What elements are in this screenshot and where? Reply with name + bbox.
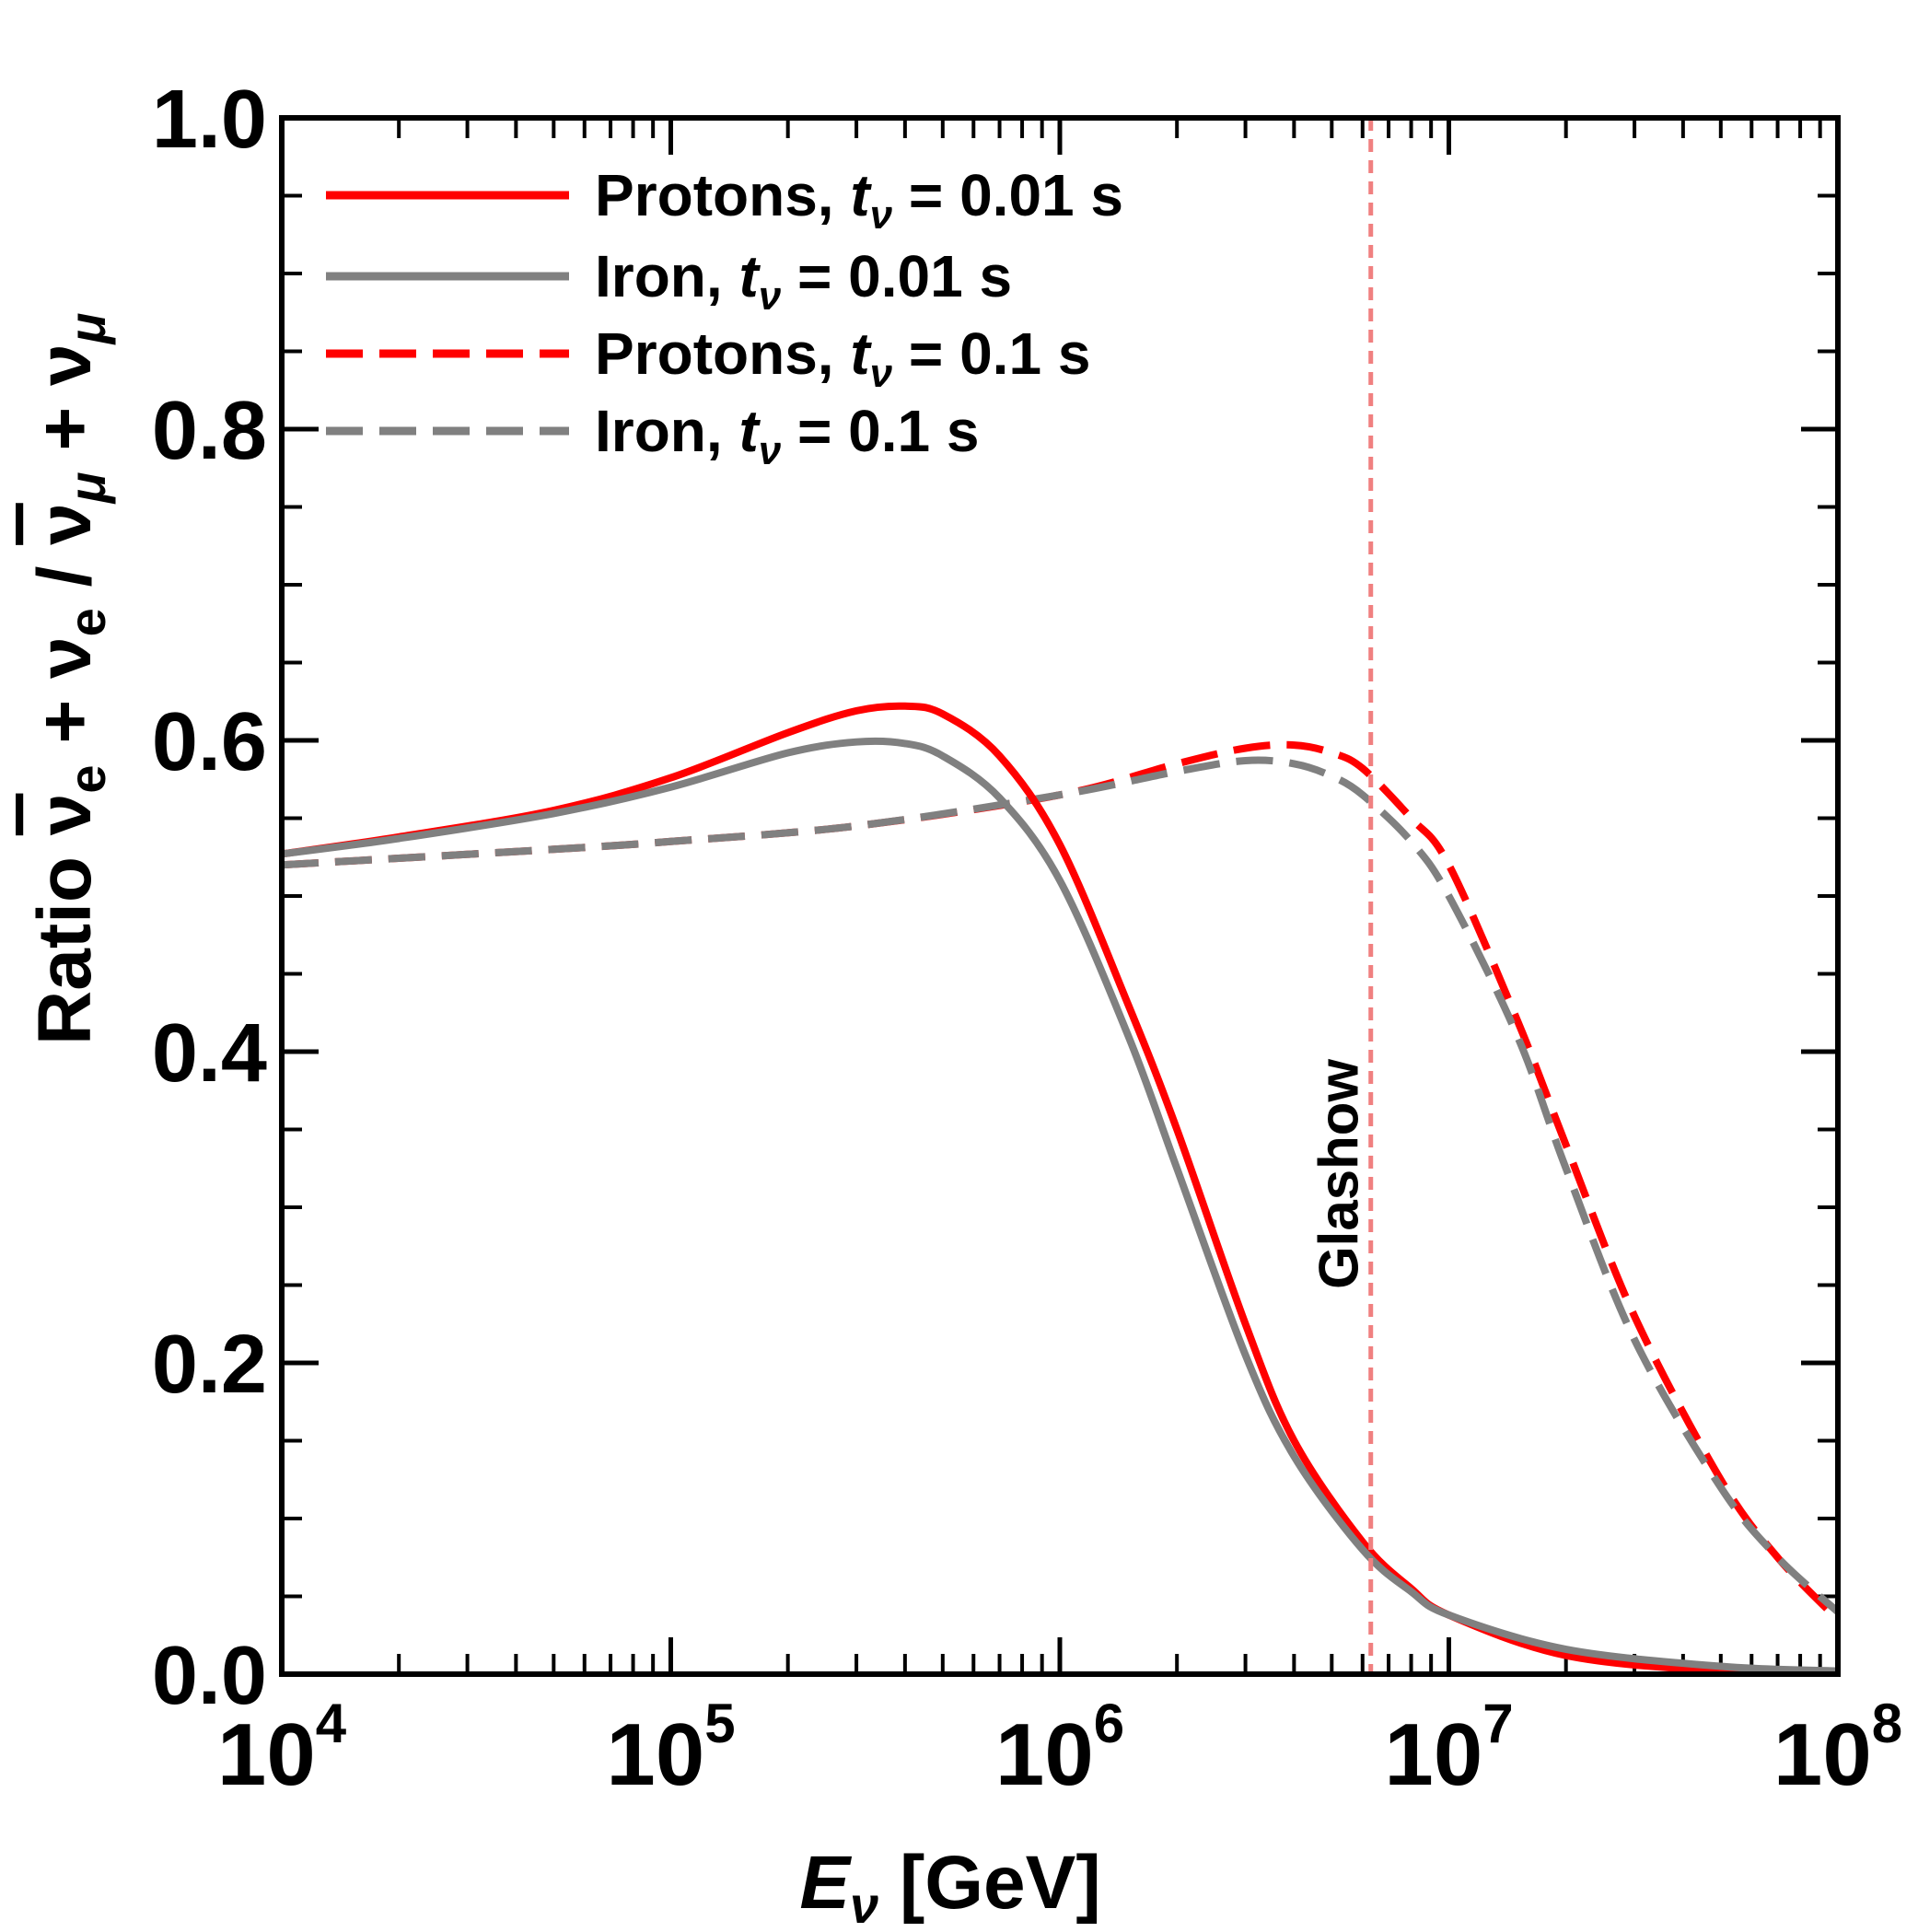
- legend-label-protons-001: Protons, tν = 0.01 s: [595, 162, 1123, 238]
- y-tick-label: 0.2: [152, 1319, 267, 1411]
- legend: Protons, tν = 0.01 s Iron, tν = 0.01 s P…: [326, 162, 1123, 473]
- y-axis-label: Ratio νe + νe / νμ + νμ: [23, 312, 116, 1045]
- y-tick-label: 0.8: [152, 385, 267, 477]
- legend-label-iron-01: Iron, tν = 0.1 s: [595, 398, 980, 473]
- legend-item-iron-001: Iron, tν = 0.01 s: [326, 243, 1012, 319]
- major-ticks: [282, 118, 1838, 1674]
- x-tick-label: 105: [606, 1693, 735, 1804]
- legend-item-protons-01: Protons, tν = 0.1 s: [326, 320, 1090, 396]
- y-tick-label: 0.6: [152, 696, 267, 788]
- legend-label-iron-001: Iron, tν = 0.01 s: [595, 243, 1012, 319]
- legend-label-protons-01: Protons, tν = 0.1 s: [595, 320, 1090, 396]
- x-tick-label: 107: [1384, 1693, 1513, 1804]
- legend-item-protons-001: Protons, tν = 0.01 s: [326, 162, 1123, 238]
- y-tick-label: 0.4: [152, 1007, 267, 1100]
- x-tick-label: 106: [995, 1693, 1124, 1804]
- x-tick-labels: 104 105 106 107 108: [217, 1693, 1902, 1804]
- x-tick-label: 108: [1773, 1693, 1902, 1804]
- series-lines: [281, 702, 1841, 1677]
- glashow-label: Glashow: [1308, 1059, 1370, 1289]
- y-tick-label: 0.0: [152, 1630, 267, 1722]
- legend-item-iron-01: Iron, tν = 0.1 s: [326, 398, 980, 473]
- ylabel-nue-bar: ν: [23, 794, 107, 836]
- x-tick-label: 104: [217, 1693, 347, 1804]
- y-tick-label: 1.0: [152, 74, 267, 166]
- ylabel-numu-bar: ν: [23, 503, 107, 545]
- series-iron-001: [281, 737, 1839, 1675]
- series-iron-01: [281, 756, 1841, 1615]
- y-tick-labels: 0.0 0.2 0.4 0.6 0.8 1.0: [152, 74, 267, 1722]
- x-axis-label: Eν [GeV]: [799, 1841, 1100, 1932]
